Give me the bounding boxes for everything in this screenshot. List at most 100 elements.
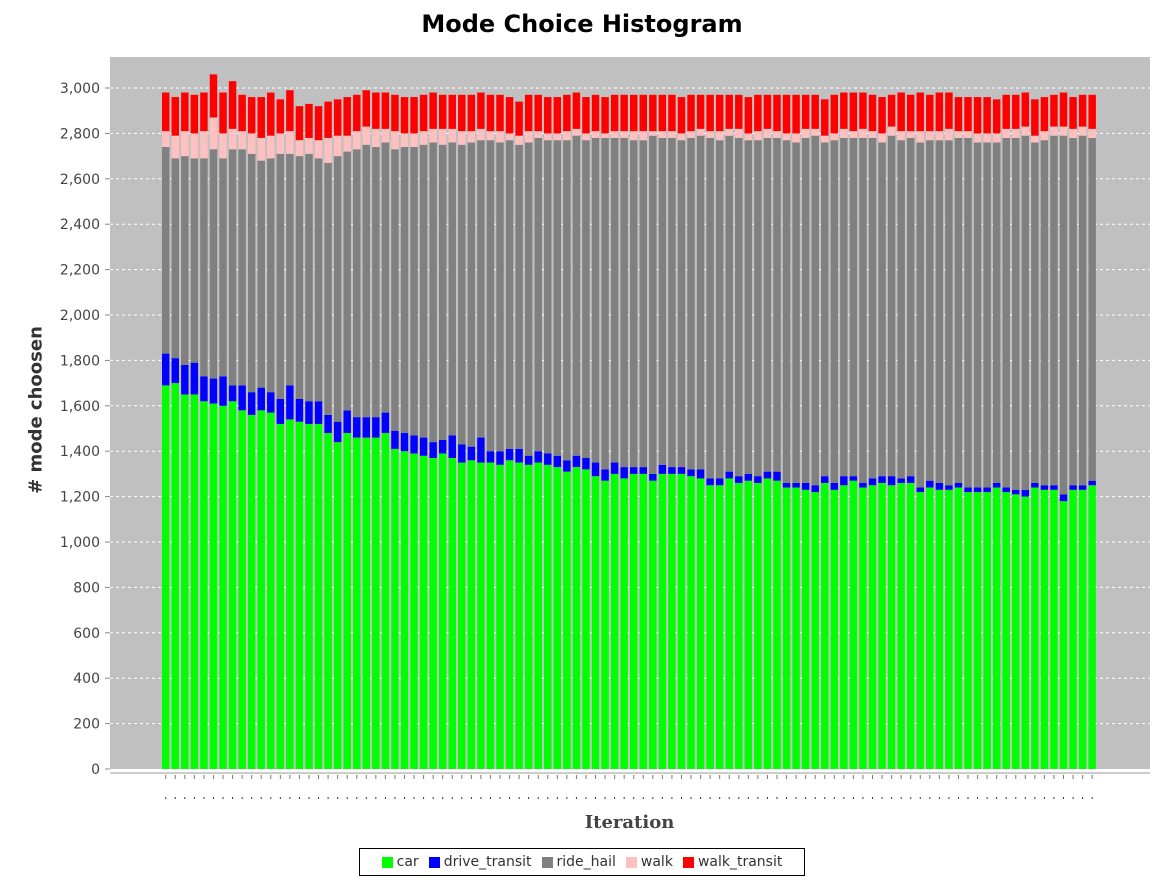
bar-drive-transit [668, 467, 676, 474]
bar-drive-transit [544, 453, 552, 465]
bar-drive-transit [1088, 480, 1096, 486]
bar-walk-transit [906, 94, 915, 132]
bar-drive-transit [1069, 485, 1077, 490]
bar-car [515, 462, 523, 769]
bar-ride-hail [477, 140, 485, 438]
bar-ride-hail [343, 151, 351, 411]
bar-ride-hail [582, 140, 590, 459]
y-tick-label: 1,600 [60, 399, 100, 415]
bar-car [314, 423, 323, 769]
bar-walk-transit [1002, 94, 1010, 129]
bar-ride-hail [1059, 135, 1068, 495]
bar-ride-hail [314, 158, 323, 402]
legend-item-drive-transit: drive_transit [428, 854, 532, 870]
legend-label: drive_transit [443, 854, 532, 870]
bar-ride-hail [840, 137, 848, 477]
bar-walk [171, 135, 179, 159]
bar-car [572, 467, 581, 769]
bar-car [1059, 501, 1068, 769]
bar-drive-transit [773, 471, 781, 481]
bar-ride-hail [448, 142, 456, 436]
bar-walk-transit [620, 94, 628, 132]
bar-walk [591, 131, 600, 138]
bar-drive-transit [563, 460, 571, 472]
bar-walk-transit [496, 94, 504, 132]
bar-car [209, 403, 218, 769]
bar-drive-transit [964, 487, 972, 493]
bar-walk [381, 128, 390, 143]
bar-walk [878, 133, 886, 143]
bar-walk [353, 131, 361, 150]
bar-walk [983, 133, 991, 143]
bar-car [591, 476, 600, 769]
bar-ride-hail [830, 140, 839, 483]
bar-car [744, 480, 753, 769]
bar-ride-hail [630, 140, 638, 468]
bar-walk [181, 131, 189, 157]
bar-ride-hail [620, 137, 628, 468]
bar-walk [553, 133, 562, 141]
bar-ride-hail [200, 158, 208, 377]
bar-walk [238, 131, 246, 150]
bar-ride-hail [735, 137, 743, 477]
bar-car [916, 492, 924, 769]
bar-walk [505, 133, 514, 141]
bar-car [887, 485, 896, 769]
bar-car [200, 401, 208, 769]
legend-swatch [682, 856, 694, 868]
bar-car [1002, 492, 1010, 769]
bar-walk [228, 128, 237, 150]
bar-walk [1040, 131, 1049, 141]
bar-car [238, 410, 246, 769]
bar-walk-transit [238, 94, 246, 132]
bar-walk [897, 131, 905, 141]
bar-car [505, 460, 514, 769]
bar-walk-transit [477, 92, 485, 129]
bar-drive-transit [515, 448, 523, 463]
bar-car [668, 473, 676, 769]
bar-ride-hail [773, 137, 781, 472]
bar-walk-transit [209, 74, 218, 118]
bar-drive-transit [792, 482, 800, 488]
x-axis [110, 772, 1150, 799]
bar-walk [715, 131, 724, 141]
bar-walk [582, 133, 590, 141]
bar-car [754, 482, 762, 769]
bar-walk [267, 135, 275, 159]
bar-ride-hail [324, 162, 332, 415]
bar-ride-hail [171, 158, 179, 359]
bar-drive-transit [840, 476, 848, 486]
bar-walk-transit [228, 81, 237, 129]
bar-drive-transit [171, 358, 179, 384]
bar-ride-hail [219, 158, 227, 377]
bar-ride-hail [792, 142, 800, 483]
bar-drive-transit [553, 455, 562, 468]
bar-walk-transit [878, 97, 886, 134]
bars [162, 74, 1096, 769]
bar-drive-transit [744, 473, 753, 481]
bar-walk [658, 131, 667, 138]
bar-drive-transit [849, 476, 858, 481]
bar-drive-transit [906, 476, 915, 483]
bar-walk [1021, 126, 1030, 136]
bar-ride-hail [209, 149, 218, 379]
bar-walk [563, 131, 571, 141]
bar-walk-transit [639, 94, 647, 132]
bar-walk [1012, 128, 1020, 138]
bar-ride-hail [897, 140, 905, 479]
bar-car [1040, 489, 1049, 769]
bar-walk-transit [486, 94, 495, 132]
bar-walk [916, 131, 924, 143]
bar-car [477, 462, 485, 769]
bar-walk [1069, 128, 1077, 138]
bar-car [983, 492, 991, 769]
bar-ride-hail [228, 149, 237, 386]
bar-walk-transit [849, 92, 858, 132]
bar-car [276, 423, 285, 769]
bar-ride-hail [1078, 135, 1087, 486]
bar-walk-transit [467, 94, 476, 132]
bar-walk-transit [735, 94, 743, 129]
bar-walk-transit [773, 94, 781, 132]
bar-walk-transit [257, 97, 265, 138]
bar-ride-hail [247, 153, 256, 393]
